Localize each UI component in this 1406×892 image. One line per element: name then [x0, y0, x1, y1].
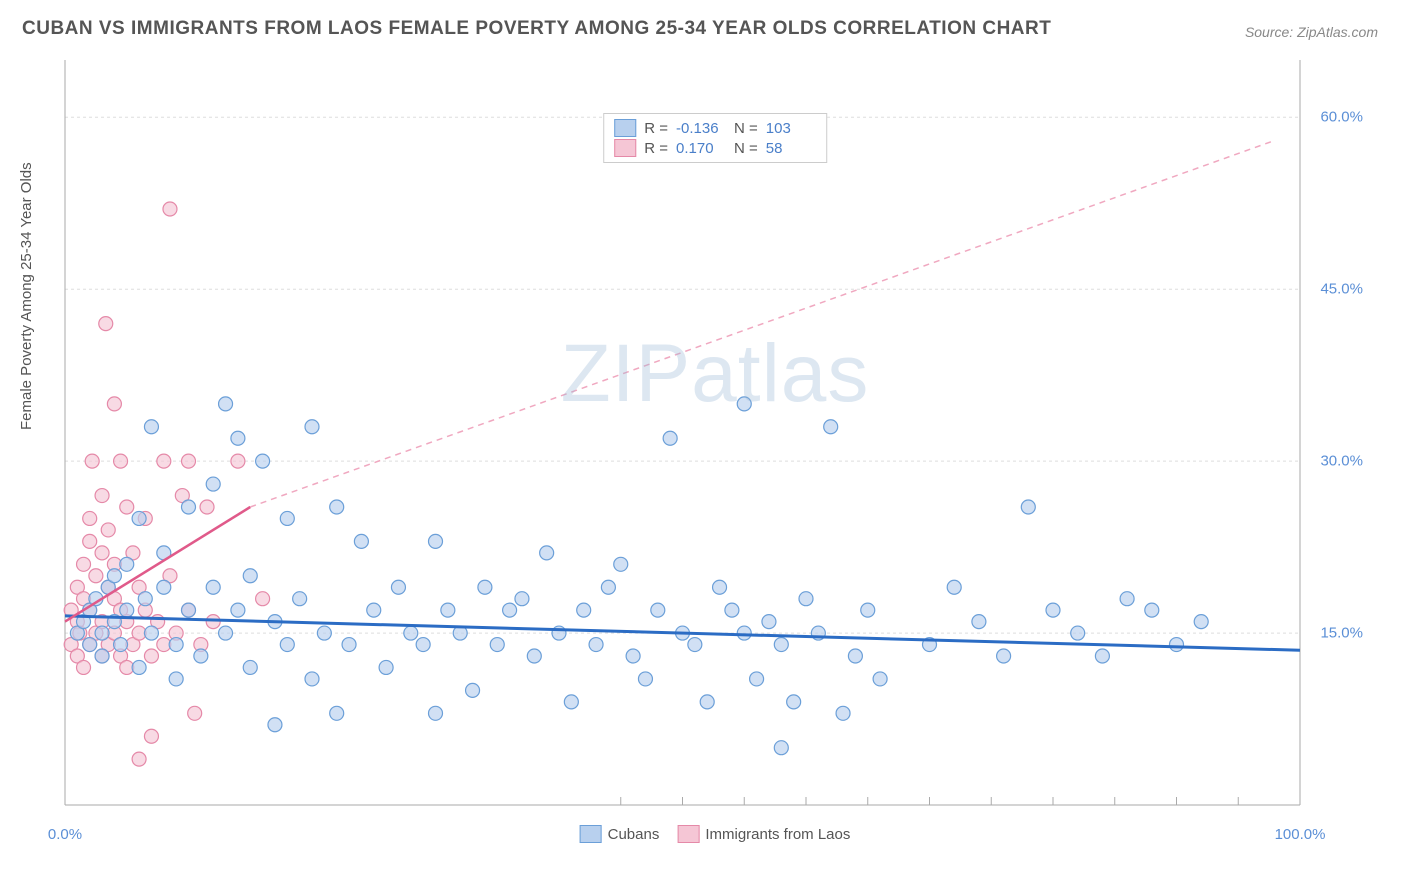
n-label: N = [734, 120, 758, 137]
legend-row-cubans: R = -0.136 N = 103 [614, 118, 816, 138]
legend-item-cubans: Cubans [580, 825, 660, 843]
n-value-laos: 58 [766, 140, 816, 157]
legend-label: Immigrants from Laos [705, 826, 850, 843]
source-attribution: Source: ZipAtlas.com [1245, 24, 1378, 40]
x-tick-label: 0.0% [48, 826, 82, 843]
legend-swatch-icon [580, 825, 602, 843]
chart-title: CUBAN VS IMMIGRANTS FROM LAOS FEMALE POV… [22, 18, 1051, 40]
legend-label: Cubans [608, 826, 660, 843]
legend-swatch-icon [677, 825, 699, 843]
legend-swatch-cubans [614, 119, 636, 137]
y-tick-label: 30.0% [1320, 453, 1363, 470]
series-legend: Cubans Immigrants from Laos [580, 825, 851, 843]
n-label: N = [734, 140, 758, 157]
r-value-cubans: -0.136 [676, 120, 726, 137]
y-tick-label: 60.0% [1320, 109, 1363, 126]
y-tick-label: 45.0% [1320, 281, 1363, 298]
scatter-chart-svg [55, 55, 1375, 815]
n-value-cubans: 103 [766, 120, 816, 137]
r-label: R = [644, 120, 668, 137]
y-axis-label: Female Poverty Among 25-34 Year Olds [18, 162, 35, 430]
correlation-legend: R = -0.136 N = 103 R = 0.170 N = 58 [603, 113, 827, 163]
y-tick-label: 15.0% [1320, 625, 1363, 642]
r-label: R = [644, 140, 668, 157]
r-value-laos: 0.170 [676, 140, 726, 157]
legend-item-laos: Immigrants from Laos [677, 825, 850, 843]
legend-swatch-laos [614, 139, 636, 157]
legend-row-laos: R = 0.170 N = 58 [614, 138, 816, 158]
x-tick-label: 100.0% [1275, 826, 1326, 843]
chart-area: R = -0.136 N = 103 R = 0.170 N = 58 ZIPa… [55, 55, 1375, 815]
